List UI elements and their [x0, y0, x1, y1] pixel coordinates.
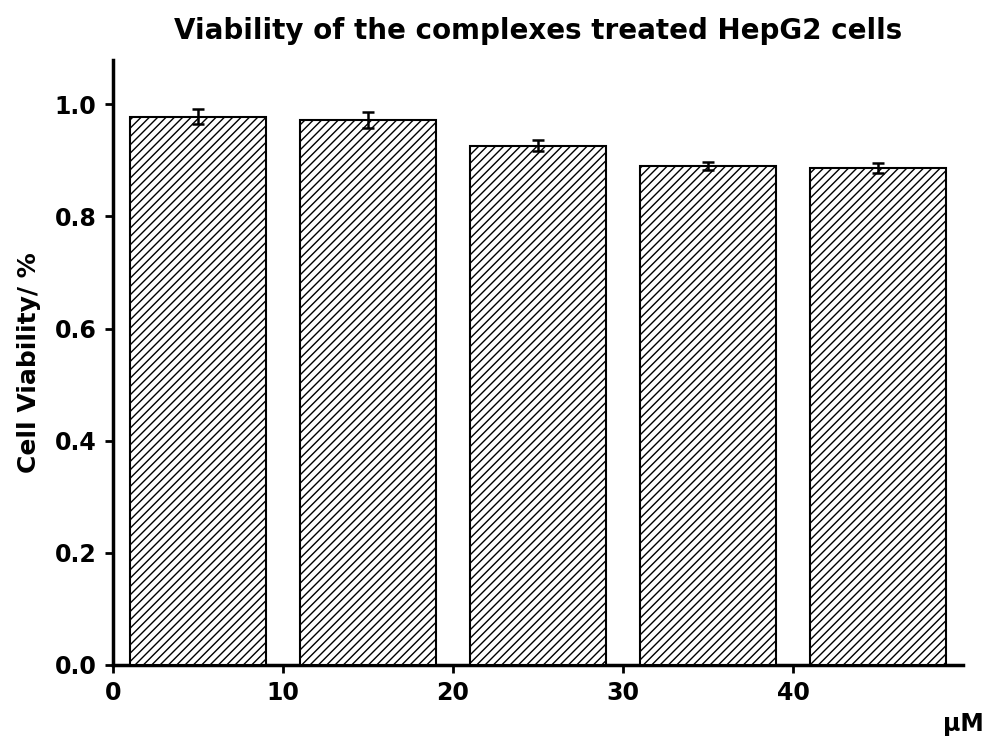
- Bar: [810, 167, 946, 665]
- Bar: [640, 166, 776, 665]
- Bar: [470, 146, 606, 665]
- Bar: [300, 120, 436, 665]
- Y-axis label: Cell Viability/ %: Cell Viability/ %: [17, 252, 41, 472]
- Bar: [130, 116, 266, 665]
- Text: μM: μM: [943, 713, 983, 737]
- Title: Viability of the complexes treated HepG2 cells: Viability of the complexes treated HepG2…: [174, 17, 902, 44]
